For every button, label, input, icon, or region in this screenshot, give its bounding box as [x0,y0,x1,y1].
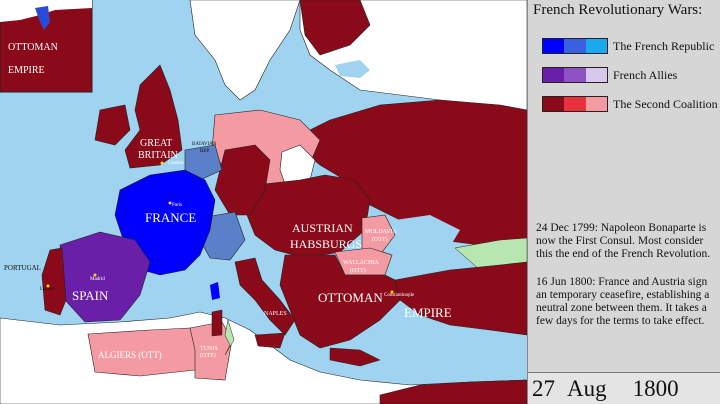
swatch-second-coalition-2 [564,97,586,111]
great-britain-label-2: BRITAIN [138,150,178,161]
norway-sweden [189,0,301,101]
legend-swatch-french-republic [542,38,608,54]
madrid-marker [93,273,97,277]
wallachia-ott-label: (OTT) [350,267,366,274]
sardinia [211,309,223,337]
finland-gulf [335,60,370,78]
panel-title: French Revolutionary Wars: [533,2,703,18]
date-day: 27 [532,375,555,401]
swatch-french-republic-3 [585,39,607,53]
baltic-sea [270,75,330,110]
sicily [254,332,286,349]
great-britain-label-1: GREAT [140,138,172,149]
portugal-label: PORTUGAL [4,264,41,272]
ireland [94,104,131,146]
swatch-french-allies-1 [543,68,565,82]
date-year: 1800 [632,375,679,401]
anatolia [394,261,527,336]
legend-label-french-allies: French Allies [613,67,678,82]
constantinople-marker [390,290,394,294]
constantinople-label: Constantinople [384,293,415,298]
legend-row-french-allies: French Allies [542,66,677,84]
map-canvas: OTTOMAN EMPIRE GREAT BRITAIN London BATA… [0,0,527,404]
london-marker [160,161,164,165]
date-display: 27 Aug 1800 [528,372,720,404]
paris-label: Paris [172,203,182,208]
legend-label-second-coalition: The Second Coalition [613,96,718,111]
swatch-second-coalition-3 [585,97,607,111]
lisbon-marker [46,284,50,288]
empire-label: EMPIRE [404,305,452,320]
legend-label-french-republic: The French Republic [613,38,715,53]
austrian-habsburgs [244,174,371,259]
batavian-republic [184,144,223,181]
rep-label: REP. [200,149,210,154]
event-text-2: 16 Jun 1800: France and Austria sign an … [536,276,710,327]
habsburgs-label: HABSBURGS [290,237,362,251]
wallachia-label: WALLACHIA [343,260,379,266]
ottoman-inset-label: OTTOMAN [8,42,58,53]
egypt-ottoman [379,379,527,404]
swatch-french-republic-1 [543,39,565,53]
finland-russia [299,0,371,56]
legend-row-french-republic: The French Republic [542,37,714,55]
swatch-french-allies-3 [585,68,607,82]
russia-south [440,185,527,240]
swatch-french-allies-2 [564,68,586,82]
naples-label: NAPLES [264,311,287,317]
austrian-label: AUSTRIAN [292,221,353,235]
corsica [210,282,220,300]
madrid-label: Madrid [90,277,105,282]
moldavia [361,214,396,256]
crete [329,347,381,367]
great-britain [124,64,183,169]
empire-inset-label: EMPIRE [8,65,45,76]
inset-french-egypt [35,6,50,30]
holy-roman-empire [214,144,271,216]
event-text-1: 24 Dec 1799: Napoleon Bonaparte is now t… [536,222,711,260]
italy-naples [234,257,296,336]
algiers-label: ALGIERS (OTT) [98,350,162,360]
caucasus-green [454,237,527,271]
legend-swatch-french-allies [542,67,608,83]
lisbon-label: Lisbon [40,287,54,292]
black-sea [390,215,460,258]
paris-marker [168,201,172,205]
swatch-french-republic-2 [564,39,586,53]
swatch-second-coalition-1 [543,97,565,111]
date-month: Aug [567,375,607,401]
tunis-green [224,319,235,356]
ottoman-balkans [279,254,401,349]
tunis-ott-label: (OTT) [200,352,216,359]
moldavia-ott-label: (OTT) [372,236,388,243]
london-label: London [168,161,184,166]
ottoman-label: OTTOMAN [318,290,383,305]
moldavia-label: MOLDAVIA [365,229,398,235]
batavian-label: BATAVIAN [192,142,217,147]
france-label: FRANCE [145,210,196,225]
legend-row-second-coalition: The Second Coalition [542,95,718,113]
map: OTTOMAN EMPIRE GREAT BRITAIN London BATA… [0,0,527,404]
tunis-label: TUNIS [200,346,218,352]
spain-label: SPAIN [72,288,109,303]
portugal [41,247,67,316]
legend-swatch-second-coalition [542,96,608,112]
legend-panel: French Revolutionary Wars: The French Re… [527,0,720,404]
